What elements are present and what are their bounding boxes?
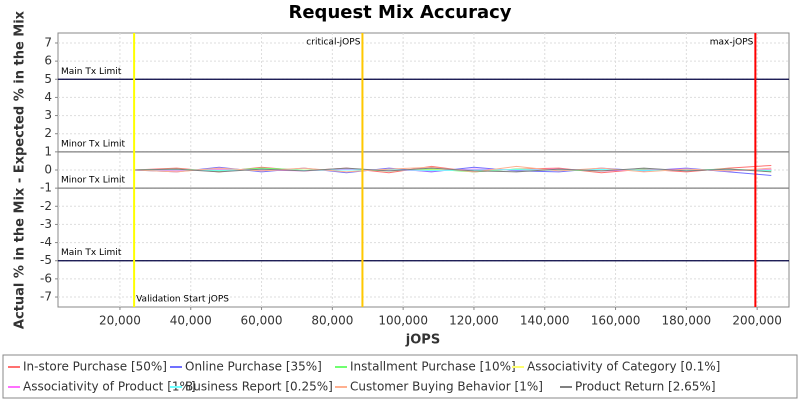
legend-label: Associativity of Product [1%] [23, 380, 196, 394]
x-tick-label: 60,000 [241, 314, 283, 328]
legend-label: Online Purchase [35%] [185, 360, 322, 374]
y-tick-label: 6 [44, 54, 52, 68]
legend-label: Product Return [2.65%] [575, 380, 716, 394]
y-tick-label: 5 [44, 72, 52, 86]
x-tick-label: 140,000 [520, 314, 570, 328]
y-tick-label: -2 [40, 199, 52, 213]
x-axis-label: jOPS [405, 333, 440, 348]
x-tick-label: 80,000 [311, 314, 353, 328]
marker-label: Validation Start jOPS [136, 295, 229, 305]
marker-label: max-jOPS [710, 38, 754, 48]
y-tick-label: 7 [44, 35, 52, 49]
legend-label: Business Report [0.25%] [185, 380, 333, 394]
y-tick-label: 2 [44, 126, 52, 140]
y-tick-label: 1 [44, 144, 52, 158]
y-tick-label: 4 [44, 90, 52, 104]
limit-label: Minor Tx Limit [61, 176, 126, 186]
y-tick-label: -3 [40, 217, 52, 231]
limit-label: Main Tx Limit [61, 248, 122, 258]
x-tick-label: 40,000 [170, 314, 212, 328]
y-tick-label: -5 [40, 253, 52, 267]
x-tick-label: 160,000 [591, 314, 641, 328]
y-tick-label: -6 [40, 271, 52, 285]
marker-label: critical-jOPS [306, 38, 360, 48]
limit-label: Main Tx Limit [61, 67, 122, 77]
x-tick-label: 180,000 [662, 314, 712, 328]
legend-label: Customer Buying Behavior [1%] [350, 380, 543, 394]
y-tick-label: -1 [40, 181, 52, 195]
legend-label: Installment Purchase [10%] [350, 360, 516, 374]
x-tick-label: 20,000 [99, 314, 141, 328]
y-tick-label: 3 [44, 108, 52, 122]
x-tick-label: 100,000 [378, 314, 428, 328]
y-tick-label: -4 [40, 235, 52, 249]
y-tick-label: -7 [40, 290, 52, 304]
x-tick-label: 120,000 [449, 314, 499, 328]
legend-label: Associativity of Category [0.1%] [527, 360, 720, 374]
legend-label: In-store Purchase [50%] [23, 360, 167, 374]
limit-label: Minor Tx Limit [61, 139, 126, 149]
y-axis-label: Actual % in the Mix - Expected % in the … [13, 10, 28, 329]
series-line [134, 167, 772, 173]
x-tick-label: 200,000 [732, 314, 782, 328]
legend [2, 354, 798, 399]
y-tick-label: 0 [44, 163, 52, 177]
chart-title: Request Mix Accuracy [288, 2, 511, 23]
